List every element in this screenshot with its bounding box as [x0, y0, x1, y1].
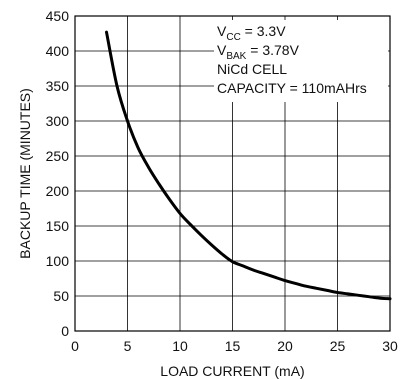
y-tick-label: 200 — [46, 183, 70, 199]
annotation-line: VBAK = 3.78V — [217, 42, 300, 62]
x-tick-label: 25 — [330, 338, 346, 354]
x-tick-label: 10 — [172, 338, 188, 354]
x-tick-label: 5 — [124, 338, 132, 354]
annotation-background — [214, 20, 388, 102]
x-tick-label: 0 — [71, 338, 79, 354]
plot-frame — [74, 15, 391, 332]
y-tick-label: 300 — [46, 113, 70, 129]
y-tick-label: 250 — [46, 148, 70, 164]
y-axis-label: BACKUP TIME (MINUTES) — [17, 88, 33, 259]
x-axis-label: LOAD CURRENT (mA) — [160, 363, 304, 379]
annotation-line: CAPACITY = 110mAHrs — [217, 80, 367, 96]
y-tick-label: 400 — [46, 43, 70, 59]
annotation-line: VCC = 3.3V — [217, 23, 286, 43]
x-tick-label: 20 — [277, 338, 293, 354]
y-tick-label: 100 — [46, 253, 70, 269]
y-tick-label: 350 — [46, 78, 70, 94]
y-tick-label: 450 — [46, 8, 70, 24]
x-tick-label: 30 — [382, 338, 398, 354]
annotation-line: NiCd CELL — [217, 61, 287, 77]
y-tick-label: 0 — [61, 323, 69, 339]
backup-time-curve — [105, 30, 392, 301]
x-tick-label: 15 — [225, 338, 241, 354]
y-tick-label: 50 — [53, 288, 69, 304]
y-tick-label: 150 — [46, 218, 70, 234]
